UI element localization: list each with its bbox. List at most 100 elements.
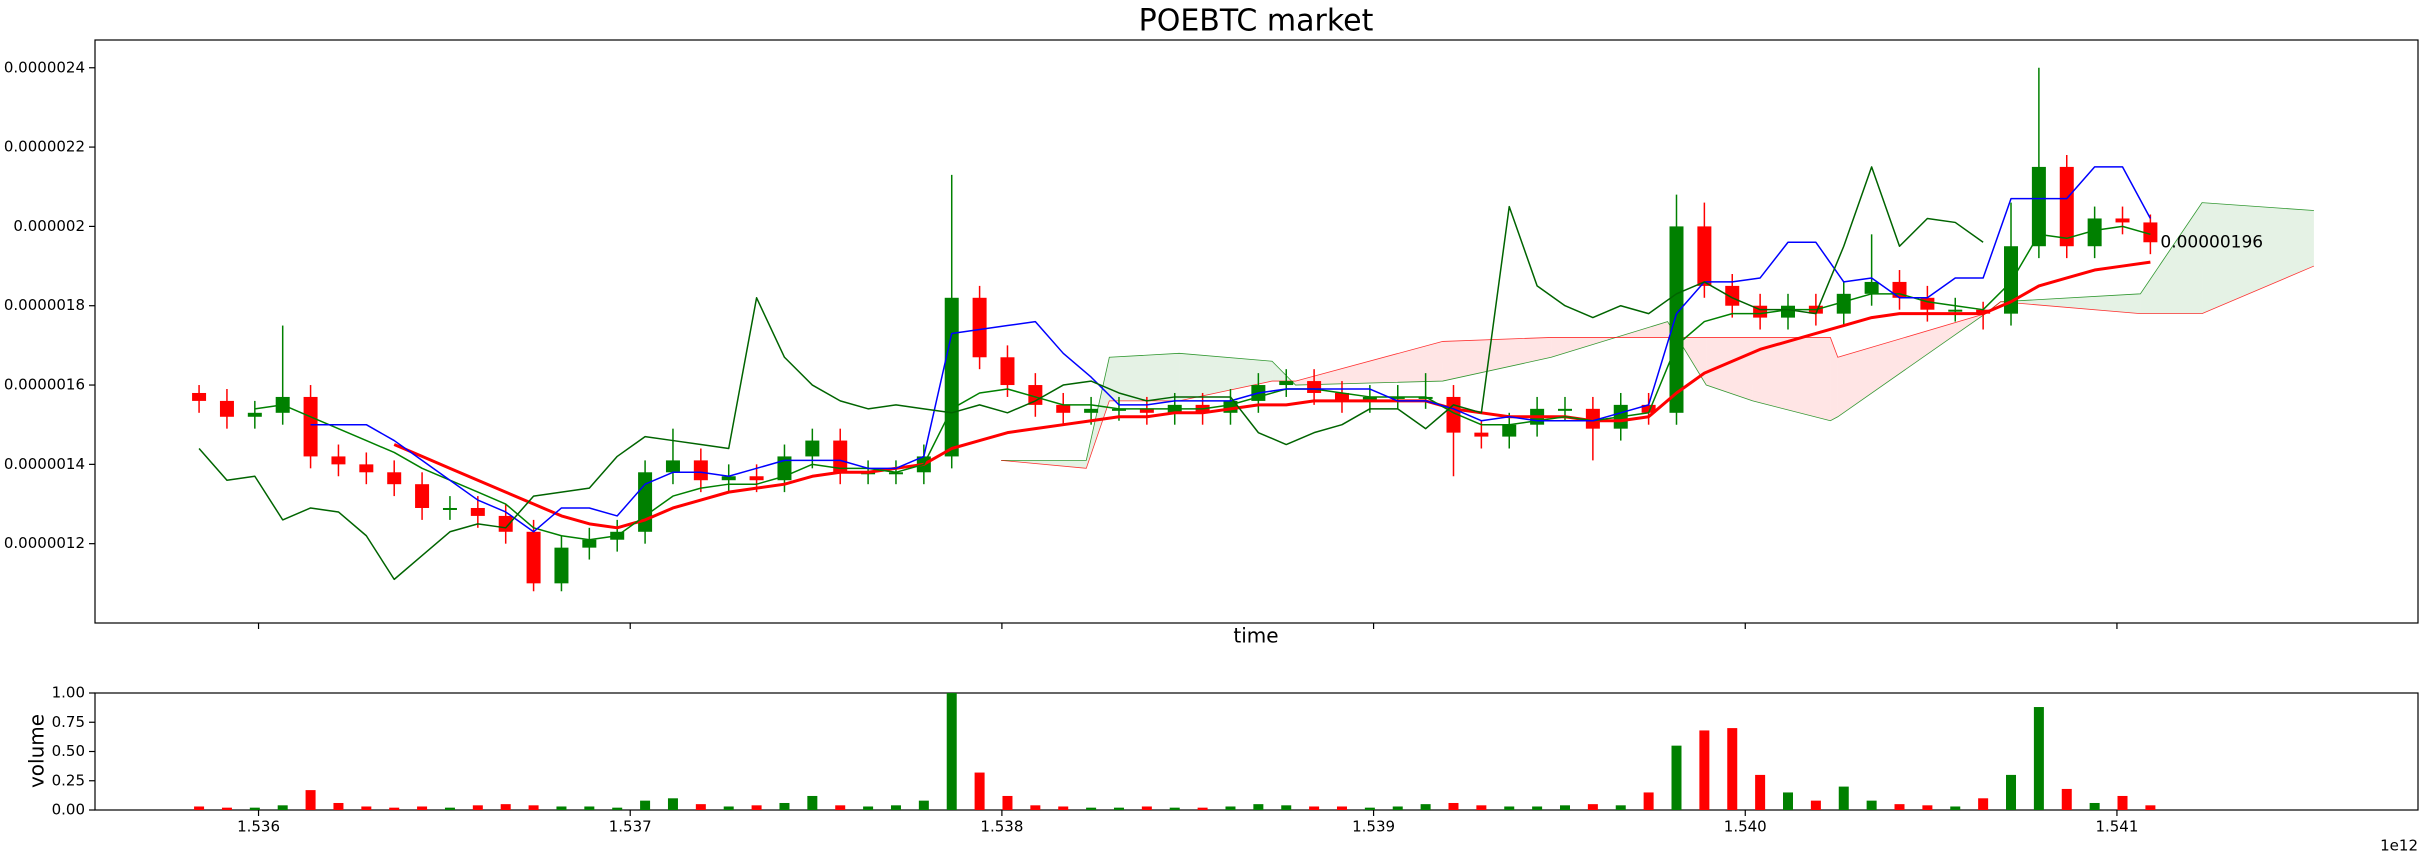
x-tick-label: 1.540 <box>1724 818 1767 836</box>
candle-body <box>1111 408 1126 411</box>
candle-body <box>1976 309 1991 314</box>
volume-bar <box>974 772 985 810</box>
candle-body <box>359 464 374 473</box>
candle-body <box>2059 166 2074 247</box>
volume-bar <box>333 802 344 810</box>
volume-bar <box>305 790 316 810</box>
chart-title: POEBTC market <box>1139 4 1374 39</box>
volume-bar <box>1615 805 1626 810</box>
cloud-fill <box>2140 202 2203 314</box>
cloud-fill <box>1752 337 1831 421</box>
candle-body <box>470 507 485 516</box>
volume-bar <box>1309 806 1320 810</box>
volume-bar <box>1950 806 1961 810</box>
volume-bar <box>2033 707 2044 810</box>
volume-bar <box>1727 728 1738 810</box>
volume-bar <box>835 805 846 810</box>
price-axes <box>94 39 2419 624</box>
candle-body <box>192 392 207 401</box>
candle-body <box>1697 226 1712 286</box>
volume-bar <box>1392 806 1403 810</box>
volume-bar <box>1448 802 1459 810</box>
volume-bar <box>723 806 734 810</box>
candle-body <box>1781 305 1796 318</box>
volume-bar <box>1755 774 1766 810</box>
volume-bar <box>584 806 595 810</box>
volume-bar <box>1420 804 1431 810</box>
candle-body <box>526 531 541 584</box>
cloud-fill <box>1295 341 1443 386</box>
cloud-span <box>1001 202 2314 461</box>
candle-body <box>1864 281 1879 294</box>
volume-bar <box>221 807 232 810</box>
volume-bar <box>472 805 483 810</box>
x-tick-label: 1.537 <box>609 818 652 836</box>
candle-body <box>303 396 318 457</box>
candle-body <box>665 460 680 473</box>
candle-body <box>219 400 234 417</box>
volume-bar <box>1532 806 1543 810</box>
candle-body <box>1920 297 1935 310</box>
candle-body <box>749 476 764 481</box>
candle-body <box>1279 381 1294 386</box>
cloud-fill <box>1830 337 1838 421</box>
volume-bar <box>667 798 678 810</box>
volume-bar <box>2089 802 2100 810</box>
candle-body <box>972 297 987 358</box>
volume-bar <box>500 804 511 810</box>
indicator-line <box>198 166 1984 581</box>
volume-bar <box>1002 795 1013 810</box>
volume-bar <box>2117 795 2128 810</box>
y-tick-label: 0.0000018 <box>4 296 85 314</box>
y-axis-label: volume <box>25 714 49 788</box>
x-tick-label: 1.541 <box>2095 818 2138 836</box>
volume-bar <box>1643 792 1654 810</box>
volume-bar <box>1587 804 1598 810</box>
volume-bar <box>194 806 205 810</box>
candle-body <box>944 297 959 457</box>
y-tick-label: 0.0000024 <box>4 58 85 76</box>
volume-bar <box>1030 805 1041 810</box>
y-tick-label: 0.0000012 <box>4 534 85 552</box>
volume-bar <box>1364 807 1375 810</box>
volume-bar <box>1671 745 1682 810</box>
volume-bar <box>1336 806 1347 810</box>
indicator-line <box>310 166 2152 533</box>
volume-bar <box>1838 786 1849 810</box>
volume-bar <box>1978 798 1989 810</box>
volume-bar <box>1169 807 1180 810</box>
y-tick-label: 0.0000016 <box>4 376 85 394</box>
cloud-fill <box>1179 353 1273 401</box>
indicator-line <box>393 260 2151 530</box>
candle-body <box>554 547 569 584</box>
candle-body <box>1307 381 1322 393</box>
volume-bar <box>1866 800 1877 810</box>
candle-body <box>1139 408 1154 413</box>
candle-body <box>442 507 457 510</box>
candle-body <box>2004 246 2019 314</box>
volume-bar <box>918 800 929 810</box>
candle-body <box>1753 305 1768 318</box>
candle-body <box>1223 400 1238 413</box>
x-offset-label: 1e12 <box>2380 837 2418 855</box>
cloud-fill <box>1706 337 1753 401</box>
volume-bar <box>779 802 790 810</box>
candle-body <box>1028 385 1043 405</box>
volume-bar <box>1281 805 1292 810</box>
volume-bar <box>1810 800 1821 810</box>
volume-bar <box>1058 806 1069 810</box>
volume-bar <box>1504 806 1515 810</box>
volume-bar <box>2061 788 2072 810</box>
y-tick-label: 0.000002 <box>13 217 85 235</box>
volume-bar <box>695 804 706 810</box>
candle-body <box>1000 357 1015 386</box>
y-tick-label: 0.0000014 <box>4 455 85 473</box>
candle-body <box>498 515 513 532</box>
y-tick-label: 0.00 <box>52 801 85 819</box>
volume-bar <box>640 800 651 810</box>
cloud-fill <box>1086 357 1110 469</box>
volume-bar <box>361 806 372 810</box>
candle-body <box>1669 226 1684 413</box>
candle-body <box>638 472 653 532</box>
